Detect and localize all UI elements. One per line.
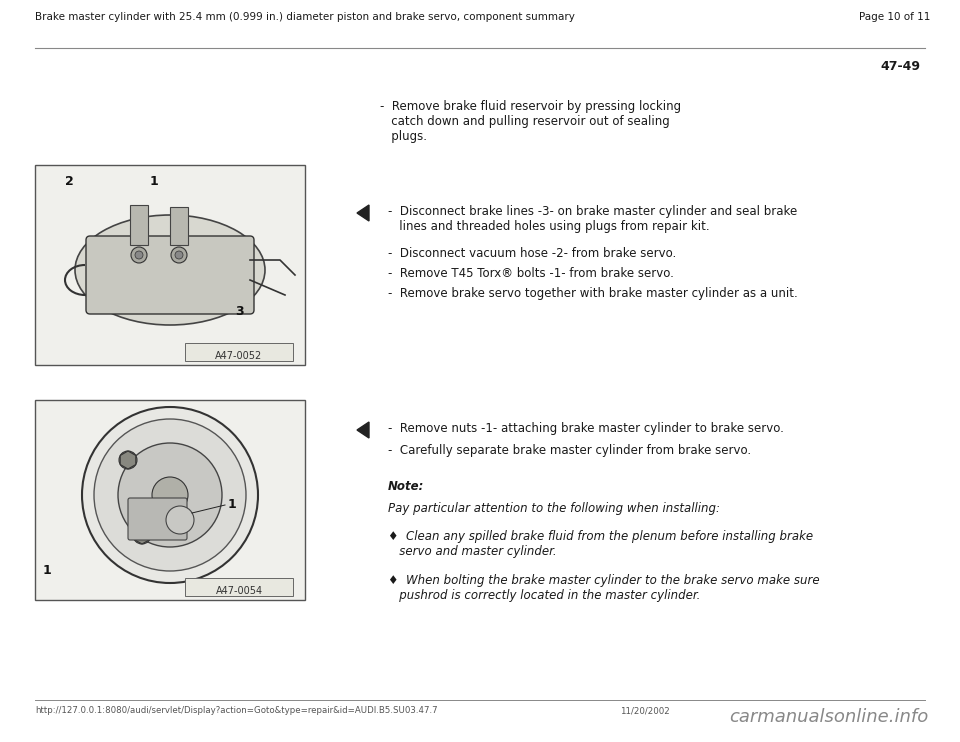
Text: -  Disconnect vacuum hose -2- from brake servo.: - Disconnect vacuum hose -2- from brake … (388, 247, 676, 260)
Text: 1: 1 (228, 499, 237, 511)
Text: Brake master cylinder with 25.4 mm (0.999 in.) diameter piston and brake servo, : Brake master cylinder with 25.4 mm (0.99… (35, 12, 575, 22)
Text: Page 10 of 11: Page 10 of 11 (858, 12, 930, 22)
Bar (35, 165, 305, 365)
Circle shape (152, 477, 188, 513)
Text: Note:: Note: (388, 480, 424, 493)
Text: carmanualsonline.info: carmanualsonline.info (729, 708, 928, 726)
Circle shape (118, 443, 222, 547)
Bar (170, 207, 188, 245)
Circle shape (94, 419, 246, 571)
Text: 2: 2 (65, 175, 74, 188)
Text: -  Disconnect brake lines -3- on brake master cylinder and seal brake
   lines a: - Disconnect brake lines -3- on brake ma… (388, 205, 797, 233)
Circle shape (135, 251, 143, 259)
Circle shape (131, 247, 147, 263)
FancyBboxPatch shape (128, 498, 187, 540)
Text: A47-0052: A47-0052 (215, 351, 263, 361)
Text: 1: 1 (43, 563, 52, 577)
Polygon shape (357, 205, 369, 221)
Text: A47-0054: A47-0054 (215, 586, 263, 596)
FancyBboxPatch shape (86, 236, 254, 314)
Text: 1: 1 (150, 175, 158, 188)
Circle shape (119, 451, 137, 469)
Text: 47-49: 47-49 (880, 60, 920, 73)
Circle shape (82, 407, 258, 583)
Text: -  Remove brake servo together with brake master cylinder as a unit.: - Remove brake servo together with brake… (388, 287, 798, 300)
Text: 3: 3 (235, 305, 244, 318)
Circle shape (133, 526, 151, 544)
Text: Pay particular attention to the following when installing:: Pay particular attention to the followin… (388, 502, 720, 515)
Text: 11/20/2002: 11/20/2002 (620, 706, 670, 715)
Text: ♦  When bolting the brake master cylinder to the brake servo make sure
   pushro: ♦ When bolting the brake master cylinder… (388, 574, 820, 602)
Text: -  Remove brake fluid reservoir by pressing locking
   catch down and pulling re: - Remove brake fluid reservoir by pressi… (380, 100, 682, 143)
Text: -  Carefully separate brake master cylinder from brake servo.: - Carefully separate brake master cylind… (388, 444, 751, 457)
Circle shape (175, 251, 183, 259)
Bar (130, 205, 148, 245)
Circle shape (166, 506, 194, 534)
Bar (35, 400, 305, 600)
Polygon shape (357, 422, 369, 438)
Text: -  Remove T45 Torx® bolts -1- from brake servo.: - Remove T45 Torx® bolts -1- from brake … (388, 267, 674, 280)
Text: http://127.0.0.1:8080/audi/servlet/Display?action=Goto&type=repair&id=AUDI.B5.SU: http://127.0.0.1:8080/audi/servlet/Displ… (35, 706, 438, 715)
Text: -  Remove nuts -1- attaching brake master cylinder to brake servo.: - Remove nuts -1- attaching brake master… (388, 422, 784, 435)
Circle shape (171, 247, 187, 263)
FancyBboxPatch shape (185, 578, 293, 596)
Text: ♦  Clean any spilled brake fluid from the plenum before installing brake
   serv: ♦ Clean any spilled brake fluid from the… (388, 530, 813, 558)
FancyBboxPatch shape (185, 343, 293, 361)
Ellipse shape (75, 215, 265, 325)
